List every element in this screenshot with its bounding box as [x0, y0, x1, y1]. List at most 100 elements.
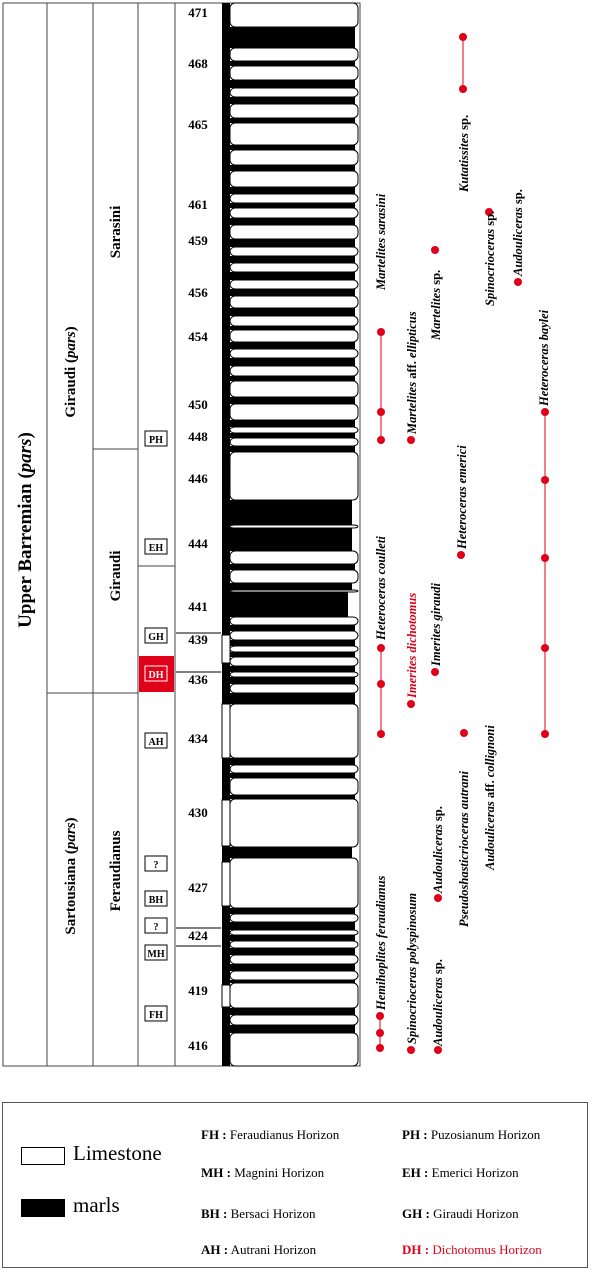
horizon-box-unknown: ? [144, 917, 168, 934]
legend-fh: FH : Feraudianus Horizon [201, 1127, 340, 1142]
zone-labels: Giraudi (pars) Sartousiana (pars) [63, 326, 79, 934]
taxon-label: Spinocrioceras polyspinosum [405, 893, 419, 1044]
bed-number: 459 [188, 233, 208, 248]
marls-label: marls [73, 1193, 120, 1217]
horizon-box-mh: MH [144, 944, 168, 961]
range-dot [541, 730, 549, 738]
legend-ph: PH : Puzosianum Horizon [402, 1127, 541, 1142]
range-dot [459, 33, 467, 41]
taxon-ranges [376, 33, 549, 1054]
taxon-label: Heteroceras coulleti [374, 536, 388, 641]
taxon-labels: Hemihoplites feraudianus Spinocrioceras p… [374, 115, 551, 1047]
taxon-label: Martelites sarasini [374, 193, 388, 291]
horizon-box-ph: PH [144, 430, 168, 447]
bed-number: 450 [188, 397, 208, 412]
svg-text:Upper Barremian (pars): Upper Barremian (pars) [15, 432, 36, 628]
bed-number: 454 [188, 329, 208, 344]
marls-swatch [21, 1199, 65, 1217]
range-dot [407, 700, 415, 708]
range-dot [377, 730, 385, 738]
horizon-boxes: PH EH GH DH AH? BH? MH FH [139, 430, 174, 1022]
svg-text:BH: BH [149, 895, 164, 906]
bed-number: 434 [188, 731, 208, 746]
column-frame [2, 2, 361, 1067]
range-dot [431, 246, 439, 254]
svg-text:PH: PH [149, 435, 163, 446]
range-dot [377, 328, 385, 336]
horizon-box-fh: FH [144, 1005, 168, 1022]
svg-text:GH: GH [148, 632, 164, 643]
taxon-label: Audouliceras sp. [431, 959, 445, 1047]
range-dot [377, 436, 385, 444]
bed-number: 439 [188, 632, 208, 647]
horizon-box-ah: AH [144, 732, 168, 749]
bed-number: 465 [188, 117, 208, 132]
svg-text:?: ? [154, 860, 159, 871]
taxon-label: Imerites giraudi [429, 582, 443, 667]
range-dot [377, 408, 385, 416]
range-dot [514, 278, 522, 286]
bed-number: 436 [188, 672, 208, 687]
subzone-labels: Sarasini Giraudi Feraudianus [108, 206, 124, 912]
range-dot [457, 551, 465, 559]
horizon-box-eh: EH [144, 538, 168, 555]
range-dot [460, 729, 468, 737]
taxon-label: Heteroceras baylei [537, 309, 551, 407]
limestone-swatch [21, 1147, 65, 1165]
bed-number: 461 [188, 197, 208, 212]
bed-number: 416 [188, 1038, 208, 1053]
svg-text:FH: FH [149, 1010, 163, 1021]
horizon-box-bh: BH [144, 890, 168, 907]
legend-eh: EH : Emerici Horizon [402, 1165, 519, 1180]
legend-gh: GH : Giraudi Horizon [402, 1206, 519, 1221]
range-dot [541, 408, 549, 416]
range-dot [434, 894, 442, 902]
range-dot [407, 436, 415, 444]
bed-number: 468 [188, 56, 208, 71]
limestone-label: Limestone [73, 1141, 162, 1165]
bed-number: 444 [188, 536, 208, 551]
taxon-label: Pseudoshasticrioceras autrani [457, 771, 471, 927]
svg-text:?: ? [154, 922, 159, 933]
bed-number: 471 [188, 5, 208, 20]
bed-number: 419 [188, 983, 208, 998]
svg-text:MH: MH [147, 949, 164, 960]
taxon-label: Kutatissites sp. [457, 115, 471, 193]
taxon-label: Martelites aff. ellipticus [405, 311, 419, 435]
range-dot [541, 476, 549, 484]
stage-label: Upper Barremian (pars) [15, 432, 36, 628]
svg-text:AH: AH [149, 737, 164, 748]
bed-numbers: 471 468 465 461 459 456 454 450 448 446 444 441 439 4… [188, 5, 208, 1053]
taxon-label: Hemihoplites feraudianus [374, 875, 388, 1011]
lithology-beds [176, 2, 359, 1067]
subzone-feraudianus: Feraudianus [108, 830, 124, 911]
legend: Limestone marls FH : Feraudianus Horizon… [2, 1102, 588, 1268]
range-dot [485, 208, 493, 216]
legend-dh: DH : Dichotomus Horizon [402, 1242, 542, 1257]
bed-number: 446 [188, 471, 208, 486]
taxon-label: Heteroceras emerici [455, 445, 469, 550]
range-dot [376, 1029, 384, 1037]
bed-number: 448 [188, 429, 208, 444]
bed-number: 430 [188, 805, 208, 820]
svg-text:EH: EH [149, 543, 164, 554]
subzone-giraudi: Giraudi [108, 551, 124, 602]
taxon-label: Audouliceras sp. [431, 806, 445, 894]
range-dot [434, 1046, 442, 1054]
range-dot [541, 554, 549, 562]
horizon-box-unknown: ? [144, 855, 168, 872]
horizon-box-gh: GH [144, 627, 168, 644]
taxon-label: Audouliceras sp. [511, 189, 525, 277]
legend-ah: AH : Autrani Horizon [201, 1242, 317, 1257]
range-dot [407, 1046, 415, 1054]
bed-number: 424 [188, 928, 208, 943]
bed-number: 441 [188, 599, 208, 614]
zone-giraudi: Giraudi (pars) [63, 326, 79, 417]
horizon-box-dh: DH [139, 656, 174, 692]
range-dot [459, 85, 467, 93]
range-dot [376, 1012, 384, 1020]
taxon-label: Martelites sp. [429, 270, 443, 341]
taxon-label: Imerites dichotomus [405, 593, 419, 699]
legend-mh: MH : Magnini Horizon [201, 1165, 325, 1180]
